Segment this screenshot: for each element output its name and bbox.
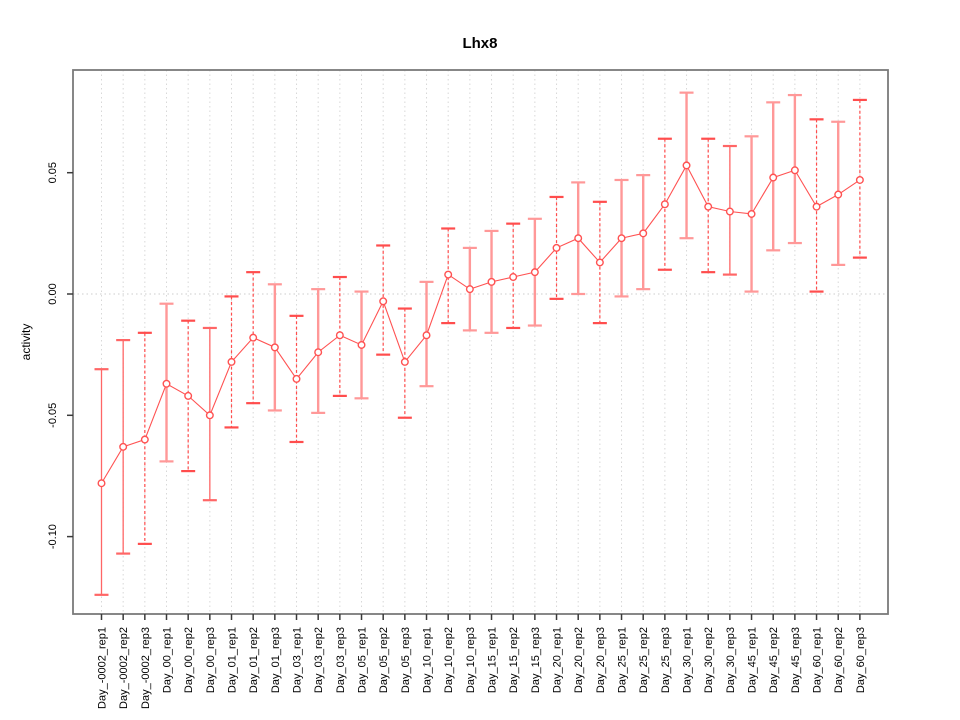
data-point bbox=[292, 374, 301, 383]
x-tick-label: Day_25_rep3 bbox=[660, 627, 672, 693]
x-tick-label: Day_03_rep1 bbox=[292, 627, 304, 693]
data-point bbox=[682, 161, 691, 170]
data-point bbox=[769, 173, 778, 182]
x-tick-label: Day_-0002_rep1 bbox=[97, 627, 109, 709]
data-point bbox=[465, 285, 474, 294]
x-tick-label: Day_10_rep2 bbox=[443, 627, 455, 693]
data-point bbox=[790, 166, 799, 175]
x-tick-label: Day_20_rep2 bbox=[573, 627, 585, 693]
y-tick-labels: 0.05 0.00 -0.05 -0.10 bbox=[47, 162, 59, 549]
x-tick-label: Day_20_rep3 bbox=[595, 627, 607, 693]
data-point bbox=[184, 391, 193, 400]
x-tick-label: Day_30_rep2 bbox=[703, 627, 715, 693]
x-tick-label: Day_10_rep1 bbox=[422, 627, 434, 693]
x-tick-label: Day_20_rep1 bbox=[552, 627, 564, 693]
data-point bbox=[530, 268, 539, 277]
x-tick-labels: Day_-0002_rep1 Day_-0002_rep2 Day_-0002_re… bbox=[97, 627, 867, 709]
plot-box bbox=[72, 69, 889, 615]
data-point bbox=[704, 202, 713, 211]
data-point bbox=[97, 479, 106, 488]
data-point bbox=[595, 258, 604, 267]
data-point bbox=[400, 357, 409, 366]
data-point bbox=[660, 200, 669, 209]
x-tick-label: Day_25_rep1 bbox=[617, 627, 629, 693]
x-tick-label: Day_00_rep3 bbox=[205, 627, 217, 693]
x-tick-label: Day_45_rep1 bbox=[747, 627, 759, 693]
x-tick-label: Day_00_rep1 bbox=[162, 627, 174, 693]
x-tick-label: Day_05_rep2 bbox=[378, 627, 390, 693]
data-point bbox=[119, 442, 128, 451]
data-point bbox=[205, 411, 214, 420]
y-tick-label: -0.10 bbox=[47, 524, 59, 549]
data-point bbox=[725, 207, 734, 216]
data-point bbox=[747, 209, 756, 218]
x-tick-label: Day_01_rep3 bbox=[270, 627, 282, 693]
x-tick-label: Day_60_rep2 bbox=[833, 627, 845, 693]
x-tick-label: Day_03_rep3 bbox=[335, 627, 347, 693]
data-point bbox=[834, 190, 843, 199]
data-point bbox=[855, 175, 864, 184]
x-tick-label: Day_00_rep2 bbox=[183, 627, 195, 693]
data-point bbox=[639, 229, 648, 238]
data-point bbox=[379, 297, 388, 306]
x-tick-label: Day_-0002_rep3 bbox=[140, 627, 152, 709]
data-points bbox=[97, 161, 864, 488]
data-point bbox=[812, 202, 821, 211]
data-point bbox=[574, 234, 583, 243]
x-tick-label: Day_60_rep1 bbox=[812, 627, 824, 693]
data-point bbox=[617, 234, 626, 243]
x-tick-label: Day_30_rep1 bbox=[682, 627, 694, 693]
x-tick-label: Day_03_rep2 bbox=[313, 627, 325, 693]
x-tick-label: Day_45_rep3 bbox=[790, 627, 802, 693]
x-tick-label: Day_01_rep2 bbox=[248, 627, 260, 693]
data-point bbox=[444, 270, 453, 279]
x-tick-label: Day_05_rep3 bbox=[400, 627, 412, 693]
data-point bbox=[357, 340, 366, 349]
x-tick-label: Day_45_rep2 bbox=[768, 627, 780, 693]
data-point bbox=[552, 243, 561, 252]
gridlines bbox=[101, 70, 861, 614]
x-tick-label: Day_30_rep3 bbox=[725, 627, 737, 693]
data-point bbox=[422, 331, 431, 340]
x-tick-label: Day_15_rep3 bbox=[530, 627, 542, 693]
y-axis-label: activity bbox=[19, 324, 33, 361]
x-tick-label: Day_25_rep2 bbox=[638, 627, 650, 693]
x-tick-label: Day_60_rep3 bbox=[855, 627, 867, 693]
x-tick-label: Day_-0002_rep2 bbox=[118, 627, 130, 709]
chart-title: Lhx8 bbox=[462, 35, 497, 52]
x-tick-label: Day_15_rep2 bbox=[508, 627, 520, 693]
y-tick-label: 0.05 bbox=[47, 162, 59, 183]
axis-ticks bbox=[67, 171, 861, 620]
error-bars bbox=[94, 91, 867, 596]
plot-border bbox=[72, 69, 889, 615]
data-point bbox=[270, 343, 279, 352]
series-polyline bbox=[101, 164, 861, 484]
data-point bbox=[249, 333, 258, 342]
x-tick-label: Day_10_rep3 bbox=[465, 627, 477, 693]
series-line bbox=[101, 164, 861, 484]
data-point bbox=[335, 331, 344, 340]
y-tick-label: -0.05 bbox=[47, 403, 59, 428]
data-point bbox=[162, 379, 171, 388]
x-tick-label: Day_15_rep1 bbox=[487, 627, 499, 693]
data-point bbox=[487, 277, 496, 286]
data-point bbox=[509, 273, 518, 282]
x-tick-label: Day_05_rep1 bbox=[357, 627, 369, 693]
data-point bbox=[227, 357, 236, 366]
x-tick-label: Day_01_rep1 bbox=[227, 627, 239, 693]
data-point bbox=[140, 435, 149, 444]
data-point bbox=[314, 348, 323, 357]
y-tick-label: 0.00 bbox=[47, 283, 59, 304]
